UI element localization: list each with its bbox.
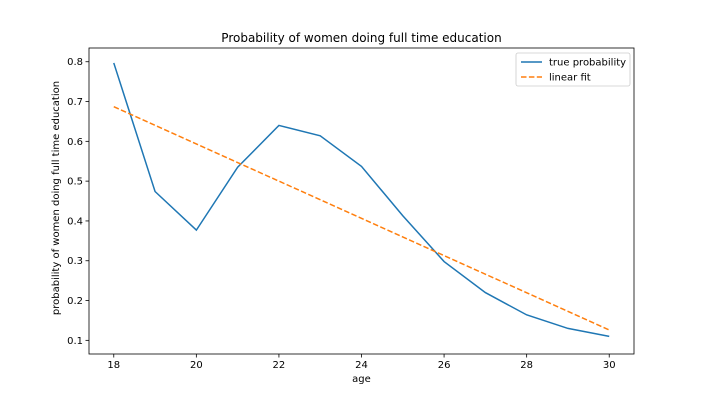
y-tick-label: 0.2 (67, 296, 83, 307)
y-tick-label: 0.4 (67, 216, 83, 227)
legend-label: linear fit (549, 73, 591, 84)
y-tick-label: 0.7 (67, 97, 83, 108)
x-tick-label: 18 (107, 360, 120, 371)
x-tick-label: 26 (438, 360, 451, 371)
y-tick-label: 0.1 (67, 336, 83, 347)
x-tick-label: 30 (603, 360, 616, 371)
x-axis-label: age (352, 374, 371, 385)
x-tick-label: 24 (355, 360, 368, 371)
plot-frame (88, 47, 635, 355)
legend-label: true probability (549, 58, 626, 69)
y-tick-label: 0.5 (67, 177, 83, 188)
legend-box (515, 52, 631, 87)
y-tick-label: 0.8 (67, 57, 83, 68)
y-tick-label: 0.3 (67, 256, 83, 267)
y-tick-label: 0.6 (67, 137, 83, 148)
series-line-2 (113, 106, 610, 331)
x-tick-label: 28 (520, 360, 533, 371)
y-axis-label: probability of women doing full time edu… (51, 81, 62, 315)
series-line-1 (113, 62, 610, 338)
x-tick-label: 20 (190, 360, 203, 371)
plot-area: 18 20 22 24 26 28 30 0.1 0.2 0.3 0.4 0.5 0.6 0.7 0.8 (67, 47, 635, 371)
x-tick-label: 22 (273, 360, 286, 371)
chart-title: Probability of women doing full time edu… (221, 31, 501, 45)
legend: true probability linear fit (515, 52, 631, 87)
